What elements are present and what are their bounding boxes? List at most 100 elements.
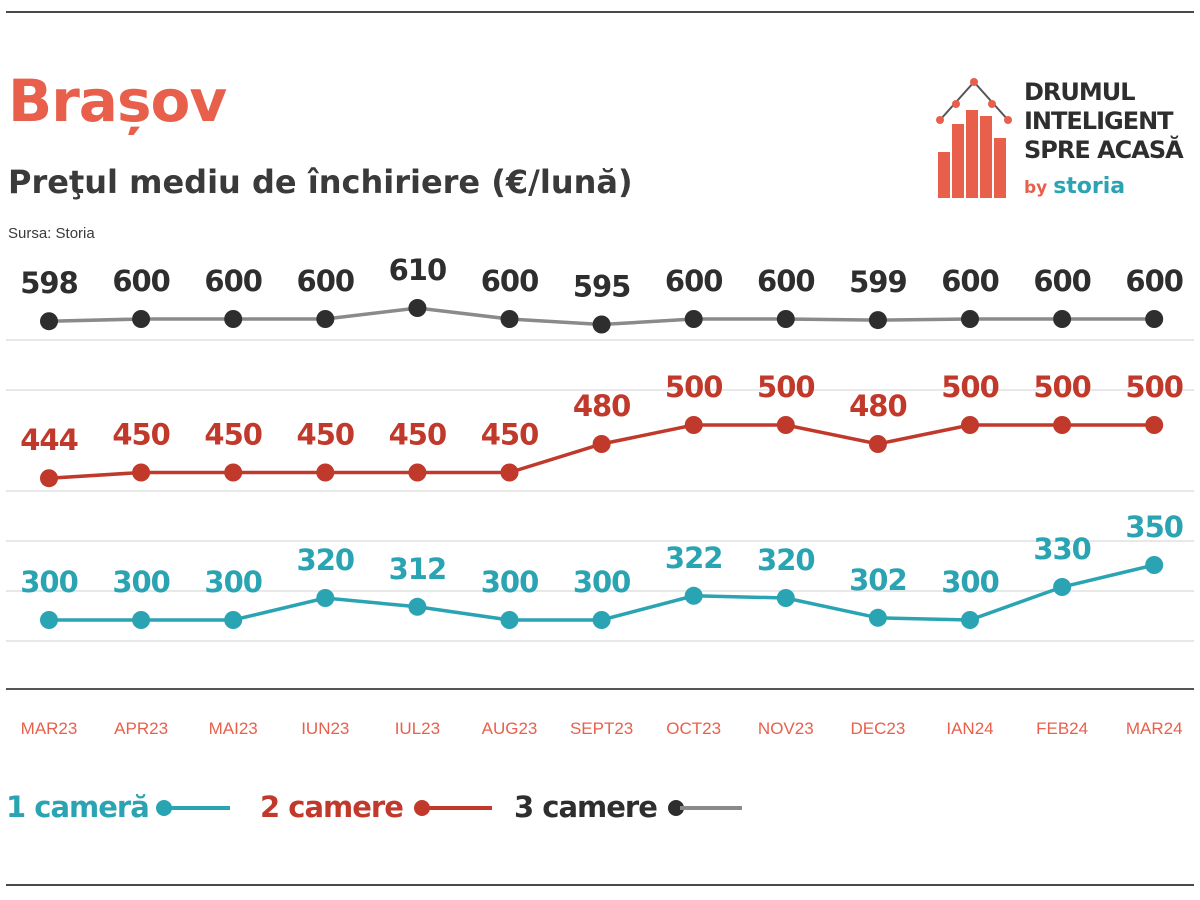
legend-dot-3-camere — [668, 800, 684, 816]
data-point-2-camere — [224, 463, 243, 482]
data-point-1-camera — [1053, 578, 1072, 596]
data-label-2-camere: 450 — [204, 418, 262, 452]
brand-line-2: INTELIGENT — [1024, 107, 1174, 135]
data-label-1-camera: 320 — [757, 543, 815, 577]
brand-bar — [994, 138, 1006, 198]
data-label-2-camere: 500 — [1125, 370, 1183, 404]
x-tick-label: MAR24 — [1126, 719, 1183, 738]
data-point-3-camere — [1053, 310, 1072, 328]
data-label-1-camera: 350 — [1125, 510, 1183, 544]
x-tick-label: NOV23 — [758, 719, 814, 738]
legend: 1 cameră 2 camere 3 camere — [6, 784, 766, 832]
data-point-3-camere — [40, 312, 58, 331]
data-label-3-camere: 610 — [389, 253, 447, 287]
brand-bar — [952, 124, 964, 198]
data-point-3-camere — [408, 299, 427, 317]
brand-line-1: DRUMUL — [1024, 78, 1136, 106]
data-label-3-camere: 600 — [665, 264, 723, 298]
data-label-3-camere: 600 — [1125, 264, 1183, 298]
data-label-2-camere: 500 — [1033, 370, 1091, 404]
top-rule — [6, 11, 1194, 13]
data-label-2-camere: 450 — [112, 418, 170, 452]
data-point-2-camere — [316, 463, 335, 482]
data-point-1-camera — [776, 589, 795, 607]
x-tick-label: APR23 — [114, 719, 168, 738]
data-point-1-camera — [868, 608, 887, 627]
house-bars-icon — [936, 78, 1012, 198]
line-chart: 598 600 600 600 610 600 595 600 600 599 600 600 600 4… — [6, 253, 1194, 738]
data-label-1-camera: 300 — [573, 565, 631, 599]
roof-node — [970, 78, 978, 86]
data-point-2-camere — [1053, 416, 1072, 434]
x-tick-label: MAR23 — [21, 719, 78, 738]
data-label-3-camere: 600 — [112, 264, 170, 298]
data-label-2-camere: 500 — [757, 370, 815, 404]
brand-by: by — [1024, 178, 1048, 198]
data-point-2-camere — [132, 463, 151, 482]
data-label-1-camera: 320 — [297, 543, 355, 577]
data-point-3-camere — [224, 310, 243, 328]
data-label-3-camere: 599 — [849, 265, 907, 299]
data-point-3-camere — [868, 311, 887, 330]
data-label-2-camere: 450 — [481, 418, 539, 452]
x-tick-label: SEPT23 — [570, 719, 633, 738]
data-label-1-camera: 300 — [112, 565, 170, 599]
data-label-1-camera: 300 — [20, 565, 78, 599]
data-label-3-camere: 600 — [757, 264, 815, 298]
source-note: Sursa: Storia — [8, 225, 95, 242]
data-label-2-camere: 450 — [297, 418, 355, 452]
data-label-2-camere: 480 — [573, 389, 631, 423]
data-point-2-camere — [868, 435, 887, 453]
data-point-1-camera — [1145, 556, 1164, 574]
legend-dot-1-camera — [156, 800, 172, 816]
legend-line-1-camera — [168, 806, 230, 810]
data-point-2-camere — [776, 416, 795, 434]
data-point-2-camere — [408, 463, 427, 482]
data-point-1-camera — [961, 611, 979, 629]
roof-node — [936, 116, 944, 124]
x-tick-label: DEC23 — [850, 719, 905, 738]
data-label-3-camere: 600 — [1033, 264, 1091, 298]
data-point-1-camera — [684, 586, 703, 605]
data-point-1-camera — [132, 611, 151, 629]
x-tick-label: OCT23 — [666, 719, 721, 738]
data-point-1-camera — [408, 597, 427, 616]
data-label-2-camere: 444 — [20, 423, 78, 457]
data-point-2-camere — [1145, 416, 1164, 434]
x-tick-label: MAI23 — [209, 719, 258, 738]
data-point-3-camere — [776, 310, 795, 328]
data-point-3-camere — [684, 310, 703, 328]
brand-storia: storia — [1053, 174, 1126, 199]
roof-node — [988, 100, 996, 108]
data-label-1-camera: 312 — [389, 552, 447, 586]
data-point-2-camere — [684, 416, 703, 434]
x-tick-label: IAN24 — [946, 719, 993, 738]
x-tick-label: AUG23 — [482, 719, 538, 738]
data-label-2-camere: 480 — [849, 389, 907, 423]
data-point-3-camere — [500, 310, 519, 328]
data-point-3-camere — [132, 310, 151, 328]
data-point-1-camera — [592, 611, 611, 629]
data-point-1-camera — [224, 611, 243, 629]
data-point-2-camere — [592, 435, 611, 453]
legend-label-3-camere: 3 camere — [514, 790, 658, 824]
data-label-3-camere: 598 — [20, 266, 78, 300]
legend-label-2-camere: 2 camere — [260, 790, 404, 824]
brand-tagline: DRUMUL INTELIGENT SPRE ACASĂ — [1024, 78, 1184, 165]
data-label-2-camere: 450 — [389, 418, 447, 452]
data-label-1-camera: 302 — [849, 563, 907, 597]
data-point-3-camere — [316, 310, 335, 328]
legend-label-1-camera: 1 cameră — [6, 790, 150, 824]
data-point-2-camere — [40, 469, 58, 488]
x-tick-label: IUN23 — [301, 719, 349, 738]
roof-node — [952, 100, 960, 108]
brand-bar — [938, 152, 950, 198]
x-tick-label: FEB24 — [1036, 719, 1088, 738]
roof-node — [1004, 116, 1012, 124]
x-tick-label: IUL23 — [395, 719, 440, 738]
data-point-3-camere — [961, 310, 979, 328]
data-label-1-camera: 300 — [481, 565, 539, 599]
data-label-1-camera: 300 — [204, 565, 262, 599]
data-label-3-camere: 600 — [941, 264, 999, 298]
data-label-1-camera: 330 — [1033, 532, 1091, 566]
